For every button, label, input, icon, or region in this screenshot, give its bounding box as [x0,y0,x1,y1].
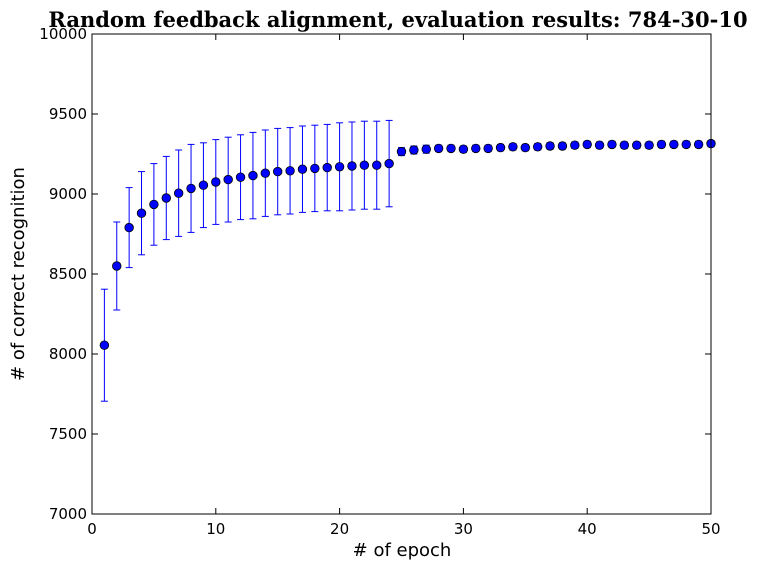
data-point [248,170,258,181]
data-point [347,161,357,171]
data-point [198,180,209,190]
data-point [334,162,345,172]
data-point [409,145,419,155]
y-tick-label: 7000 [49,505,87,523]
data-point [359,160,370,170]
x-axis-label: # of epoch [353,540,452,561]
data-point [594,140,605,150]
data-point [471,143,481,154]
data-point [520,142,531,153]
data-point [211,177,221,187]
axis-ticks: 0 10 20 30 40 50 7000 7500 8000 8500 9000 9500 10000 [39,25,720,538]
data-point [582,139,592,150]
data-point [223,174,233,185]
data-point [508,142,518,152]
data-point [570,140,580,150]
data-point [99,340,110,350]
data-point [112,261,122,271]
x-tick-label: 20 [330,520,349,538]
x-tick-label: 10 [206,520,225,538]
data-point [532,142,543,152]
x-tick-label: 40 [578,520,597,538]
data-point [421,144,431,154]
data-point [681,139,691,150]
y-tick-label: 10000 [39,25,87,43]
chart-title: Random feedback alignment, evaluation re… [48,7,747,32]
data-point [545,141,555,151]
data-point [235,172,246,182]
x-tick-label: 50 [701,520,720,538]
y-tick-label: 7500 [49,425,87,443]
data-point [310,163,320,174]
data-point [384,158,394,169]
data-point [632,140,642,150]
y-tick-label: 9000 [49,185,87,203]
data-point [458,144,469,154]
data-point [644,140,654,150]
data-point [186,183,196,194]
data-point [669,139,679,150]
data-point [446,143,456,154]
data-point [149,199,159,210]
data-point [557,141,568,151]
data-point [619,140,630,150]
x-tick-label: 0 [87,520,97,538]
x-tick-label: 30 [454,520,473,538]
data-point [273,166,283,177]
data-point [483,143,493,154]
y-tick-label: 9500 [49,105,87,123]
data-point [607,139,617,150]
data-point [495,142,506,153]
data-point [285,166,295,176]
data-point [693,139,704,150]
y-axis-label: # of correct recognition [8,167,29,381]
data-point [322,162,332,173]
y-tick-label: 8500 [49,265,87,283]
data-point [260,168,271,178]
data-point [372,160,382,170]
data-point [396,146,407,157]
data-point [136,208,147,218]
data-point [124,222,134,233]
data-point [161,193,171,203]
data-point [297,164,308,174]
data-point [173,188,184,198]
plot-frame [91,33,712,515]
plot-marks [99,119,716,402]
y-tick-label: 8000 [49,345,87,363]
data-point [656,139,667,150]
data-point [433,143,444,154]
